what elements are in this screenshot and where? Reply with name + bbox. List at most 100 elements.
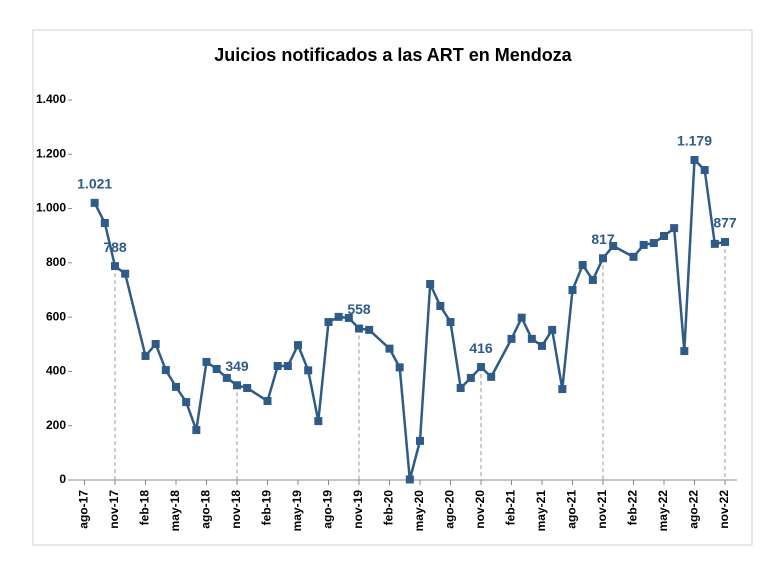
x-tick-label: may-19 (290, 490, 304, 532)
marker (304, 366, 313, 375)
y-tick-label: 1.200 (36, 146, 66, 160)
x-tick-label: ago-19 (321, 490, 335, 529)
marker (446, 318, 455, 327)
x-tick-label: feb-20 (382, 490, 396, 526)
marker (385, 344, 394, 353)
marker (334, 312, 343, 321)
x-tick-label: ago-17 (77, 490, 91, 529)
marker (456, 383, 465, 392)
y-tick-label: 400 (46, 364, 66, 378)
marker (426, 280, 435, 289)
chart-title: Juicios notificados a las ART en Mendoza (214, 45, 572, 65)
x-tick-label: feb-18 (138, 490, 152, 526)
marker (395, 363, 404, 372)
value-label: 1.021 (77, 176, 112, 192)
marker (222, 373, 231, 382)
marker (466, 373, 475, 382)
marker (172, 382, 180, 391)
marker (90, 198, 99, 207)
marker (273, 362, 282, 370)
series-line (93, 157, 726, 480)
value-label: 817 (591, 231, 615, 247)
x-tick-label: nov-20 (473, 490, 487, 529)
marker (202, 357, 211, 366)
y-tick-label: 600 (46, 309, 66, 323)
marker (599, 254, 607, 263)
marker (121, 269, 130, 278)
value-label: 1.179 (677, 133, 712, 149)
marker (609, 242, 618, 251)
x-tick-label: may-22 (656, 490, 670, 532)
marker (161, 366, 170, 375)
marker (690, 155, 699, 164)
x-tick-label: nov-22 (717, 490, 731, 529)
marker (294, 341, 302, 350)
x-tick-label: ago-21 (565, 490, 579, 529)
chart-border (32, 29, 753, 546)
marker (100, 218, 109, 227)
x-tick-label: nov-19 (351, 490, 365, 529)
marker (344, 313, 353, 322)
marker (314, 417, 323, 426)
marker (283, 362, 292, 370)
value-label: 349 (225, 358, 249, 374)
marker (649, 239, 658, 248)
marker (243, 383, 252, 392)
x-tick-label: feb-19 (260, 490, 274, 526)
y-tick-label: 1.000 (36, 201, 66, 215)
marker (324, 318, 333, 327)
value-label: 788 (103, 239, 127, 255)
marker (477, 363, 485, 372)
marker (629, 252, 638, 261)
x-tick-label: ago-20 (443, 490, 457, 529)
marker (192, 426, 201, 435)
x-tick-label: feb-22 (626, 490, 640, 526)
marker (405, 475, 414, 484)
marker (365, 325, 374, 334)
marker (721, 237, 729, 246)
marker (527, 334, 536, 343)
value-label: 416 (469, 340, 493, 356)
marker (548, 325, 557, 334)
marker (680, 347, 689, 356)
marker (517, 313, 526, 322)
x-tick-label: feb-21 (504, 490, 518, 526)
marker (558, 385, 567, 394)
y-tick-label: 0 (59, 472, 66, 486)
value-label: 877 (713, 215, 737, 231)
x-tick-label: may-21 (534, 490, 548, 532)
x-tick-label: ago-22 (687, 490, 701, 529)
x-tick-label: nov-21 (595, 490, 609, 529)
x-tick-label: nov-18 (229, 490, 243, 529)
x-tick-label: may-18 (168, 490, 182, 532)
marker (182, 398, 191, 407)
marker (436, 302, 445, 311)
marker (212, 364, 221, 373)
y-tick-label: 1.400 (36, 92, 66, 106)
marker (263, 397, 272, 406)
marker (639, 240, 648, 249)
marker (568, 286, 577, 294)
x-tick-label: may-20 (412, 490, 426, 532)
marker (355, 324, 363, 333)
x-tick-label: ago-18 (199, 490, 213, 529)
marker (710, 239, 719, 248)
marker (111, 262, 119, 271)
marker (538, 341, 546, 350)
marker (507, 334, 516, 343)
y-tick-label: 200 (46, 418, 66, 432)
marker (578, 261, 587, 270)
y-tick-label: 800 (46, 255, 66, 269)
marker (233, 381, 241, 390)
value-label: 558 (347, 301, 371, 317)
marker (487, 372, 496, 381)
x-tick-label: nov-17 (107, 490, 121, 529)
marker (151, 340, 160, 349)
marker (700, 166, 709, 175)
marker (670, 224, 679, 233)
marker (588, 275, 597, 284)
marker (141, 351, 150, 360)
marker (660, 231, 668, 240)
